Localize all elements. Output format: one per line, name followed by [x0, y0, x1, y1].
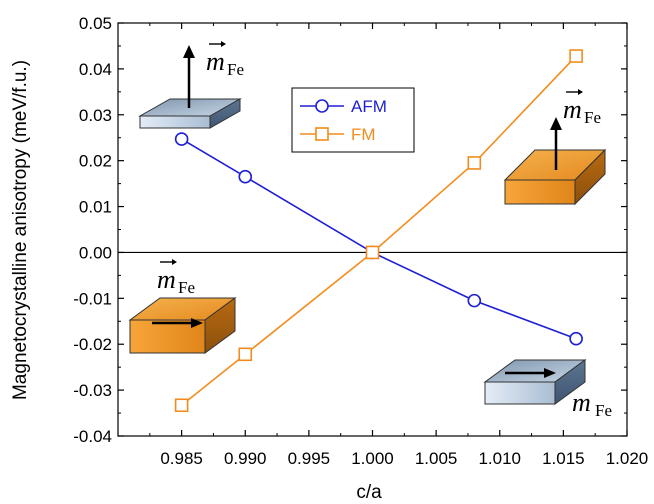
annotation-m: m	[206, 47, 225, 76]
series-fm	[174, 49, 583, 413]
annotation-fm-inplane: m Fe	[157, 259, 195, 297]
annotation-subscript: Fe	[178, 278, 195, 297]
data-point-fm	[174, 398, 189, 413]
annotation-m: m	[572, 388, 591, 417]
x-tick-label: 0.995	[288, 449, 331, 468]
data-point-afm	[569, 331, 583, 346]
legend-entry-afm: AFM	[300, 97, 387, 116]
data-point-afm	[238, 169, 253, 184]
series-layer	[174, 49, 583, 413]
annotation-subscript: Fe	[595, 401, 612, 420]
annotation-m: m	[157, 265, 176, 294]
x-tick-label: 1.020	[606, 449, 649, 468]
y-axis-title: Magnetocrystalline anisotropy (meV/f.u.)	[10, 60, 31, 400]
annotation-fm-up: m Fe	[563, 89, 601, 127]
y-tick-label: 0.03	[79, 106, 112, 125]
y-tick-label: 0.02	[79, 152, 112, 171]
x-tick-label: 0.990	[224, 449, 267, 468]
data-point-afm	[467, 293, 482, 308]
data-point-fm	[467, 156, 482, 170]
legend-marker-square	[315, 127, 329, 141]
inset-fm-inplane	[128, 297, 237, 354]
y-tick-label: -0.02	[73, 335, 112, 354]
y-tick-label: 0.01	[79, 198, 112, 217]
y-tick-label: 0.04	[79, 60, 112, 79]
data-point-fm	[365, 245, 380, 260]
annotation-subscript: Fe	[584, 108, 601, 127]
y-tick-label: 0.00	[79, 243, 112, 262]
data-point-fm	[238, 347, 253, 362]
x-tick-label: 1.000	[351, 449, 394, 468]
y-tick-label: 0.05	[79, 14, 112, 33]
y-tick-label: -0.01	[73, 289, 112, 308]
x-tick-label: 0.985	[160, 449, 203, 468]
y-tick-label: -0.03	[73, 381, 112, 400]
annotation-afm-inplane: m Fe	[572, 388, 612, 420]
annotation-subscript: Fe	[227, 60, 244, 79]
y-tick-label: -0.04	[73, 427, 112, 446]
x-tick-label: 1.010	[478, 449, 521, 468]
inset-afm-perpendicular	[138, 45, 242, 129]
x-axis-title: c/a	[356, 482, 382, 503]
legend: AFM FM	[291, 87, 415, 153]
legend-entry-fm: FM	[300, 125, 376, 144]
axes: -0.04 -0.03 -0.02 -0.01 0.00 0.01 0.02 0.03 0.04…	[73, 14, 648, 468]
x-tick-label: 1.005	[415, 449, 458, 468]
data-point-fm	[569, 49, 583, 63]
legend-label-fm: FM	[351, 125, 376, 144]
data-point-afm	[174, 132, 189, 146]
legend-box	[291, 87, 415, 153]
inset-afm-inplane	[483, 359, 587, 405]
x-tick-label: 1.015	[542, 449, 585, 468]
annotation-m: m	[563, 95, 582, 124]
inset-fm-perpendicular	[503, 117, 607, 206]
annotation-afm-up: m Fe	[206, 41, 244, 79]
legend-marker-circle	[315, 99, 329, 113]
legend-label-afm: AFM	[351, 97, 387, 116]
